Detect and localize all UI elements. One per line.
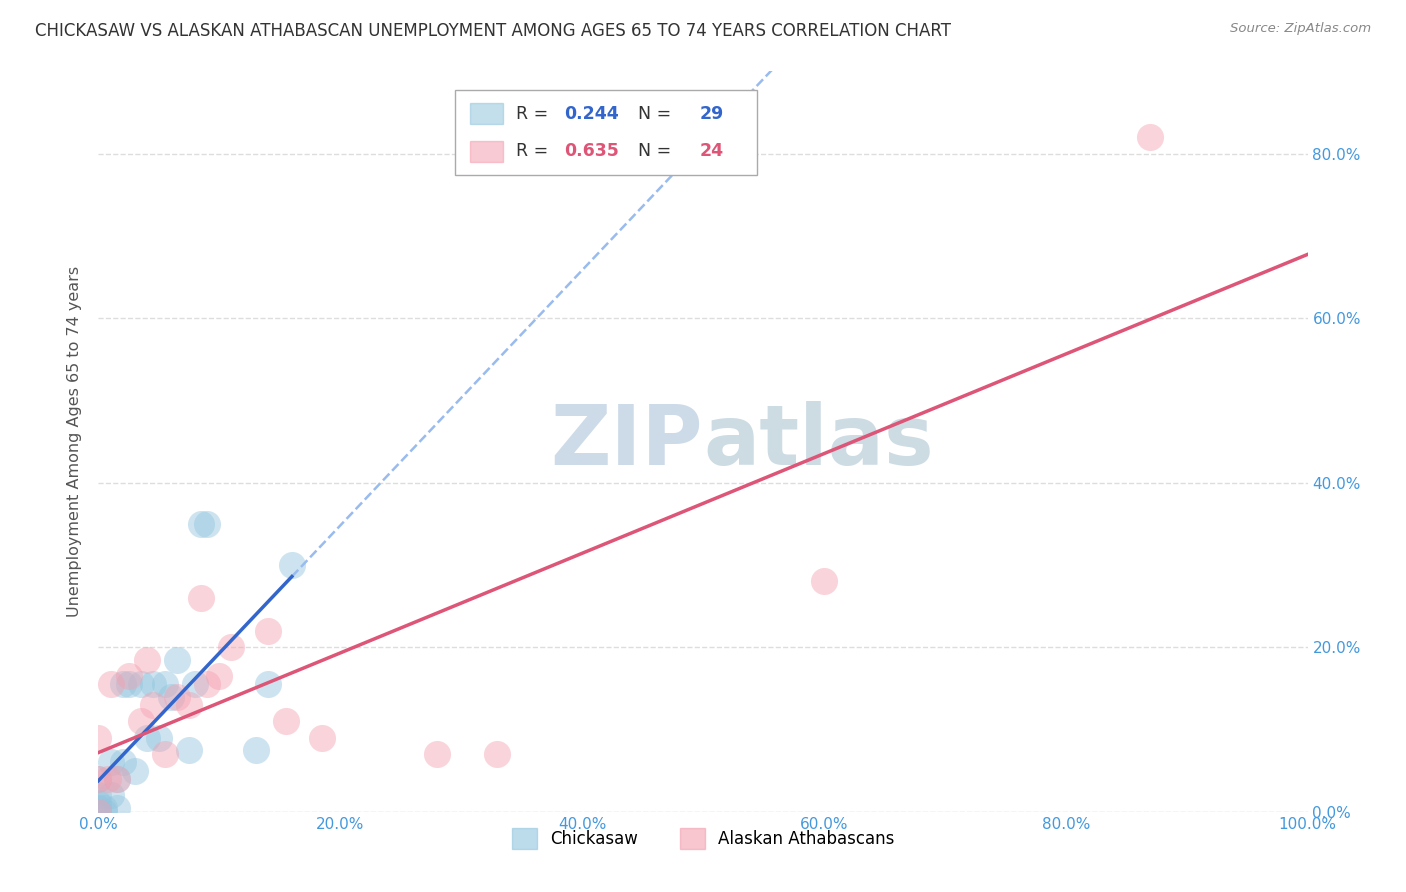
Point <box>274 714 297 729</box>
Text: R =: R = <box>516 142 554 161</box>
Point <box>87 789 110 803</box>
Point <box>105 800 128 814</box>
Point <box>256 677 278 691</box>
Point <box>87 797 110 811</box>
Point <box>486 747 509 761</box>
Point <box>1139 130 1161 145</box>
Point <box>105 772 128 786</box>
Point <box>129 714 152 729</box>
Text: CHICKASAW VS ALASKAN ATHABASCAN UNEMPLOYMENT AMONG AGES 65 TO 74 YEARS CORRELATI: CHICKASAW VS ALASKAN ATHABASCAN UNEMPLOY… <box>35 22 950 40</box>
Point <box>153 747 176 761</box>
Text: 29: 29 <box>699 104 724 123</box>
Text: 0.635: 0.635 <box>564 142 619 161</box>
Point <box>426 747 449 761</box>
Point <box>135 652 157 666</box>
Point <box>142 677 165 691</box>
Point <box>100 677 122 691</box>
Point <box>190 516 212 531</box>
Point <box>245 743 267 757</box>
Text: 24: 24 <box>699 142 724 161</box>
Text: ZIP: ZIP <box>551 401 703 482</box>
Point <box>166 690 188 704</box>
Point <box>813 574 835 589</box>
Point <box>166 652 188 666</box>
Point <box>87 800 110 814</box>
Point <box>148 731 170 745</box>
Text: 0.244: 0.244 <box>564 104 619 123</box>
Text: atlas: atlas <box>703 401 934 482</box>
Point <box>160 690 183 704</box>
Point <box>87 731 110 745</box>
Point <box>221 640 243 655</box>
Point <box>100 756 122 770</box>
Point <box>97 772 120 786</box>
Text: R =: R = <box>516 104 554 123</box>
Point <box>281 558 304 572</box>
Point <box>195 677 218 691</box>
Point <box>87 772 110 786</box>
Point <box>118 677 141 691</box>
Point <box>100 789 122 803</box>
FancyBboxPatch shape <box>470 103 503 124</box>
Point <box>190 591 212 605</box>
Point <box>124 764 146 778</box>
Point <box>129 677 152 691</box>
Text: N =: N = <box>627 104 676 123</box>
Point <box>179 698 201 712</box>
Point <box>105 772 128 786</box>
FancyBboxPatch shape <box>470 141 503 161</box>
Point <box>93 800 115 814</box>
Point <box>311 731 333 745</box>
Point <box>208 669 231 683</box>
Point <box>87 805 110 819</box>
Point <box>87 772 110 786</box>
Point <box>153 677 176 691</box>
Legend: Chickasaw, Alaskan Athabascans: Chickasaw, Alaskan Athabascans <box>505 822 901 855</box>
Point <box>135 731 157 745</box>
Point <box>87 805 110 819</box>
Y-axis label: Unemployment Among Ages 65 to 74 years: Unemployment Among Ages 65 to 74 years <box>67 266 83 617</box>
Point <box>179 743 201 757</box>
Point <box>118 669 141 683</box>
Point <box>111 756 134 770</box>
Point <box>184 677 207 691</box>
FancyBboxPatch shape <box>456 90 758 175</box>
Text: Source: ZipAtlas.com: Source: ZipAtlas.com <box>1230 22 1371 36</box>
Text: N =: N = <box>627 142 676 161</box>
Point <box>93 805 115 819</box>
Point <box>256 624 278 638</box>
Point <box>142 698 165 712</box>
Point <box>195 516 218 531</box>
Point <box>111 677 134 691</box>
